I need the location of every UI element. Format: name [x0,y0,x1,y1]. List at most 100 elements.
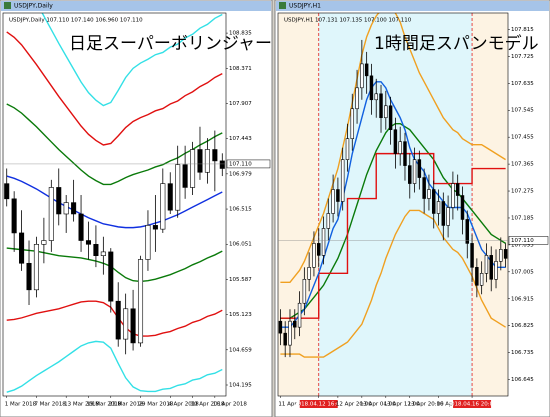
candle-body [388,105,393,130]
candle-body [19,232,25,264]
candle-body [489,255,493,280]
x-tick-label: 13 Apr 20:00 [408,402,444,408]
candle-body [403,141,407,166]
candle-body [331,189,335,214]
plot-background [3,13,226,396]
plot-frame [2,12,227,397]
x-tick-label: 1 Mar 2018 [5,402,37,408]
candle-body [465,219,470,244]
x-tick-label: 29 Mar 2018 [139,402,174,408]
candle-body [408,165,412,184]
window-title: USDJPY,Daily [14,3,53,10]
candle-body [499,249,503,262]
candle-body [384,105,388,119]
candle-body [190,149,196,188]
candle-body [293,320,297,328]
y-tick-label: 106.051 [229,242,252,248]
y-tick-label: 107.635 [511,81,534,87]
x-tick-label: 11 Apr 2018 [278,402,313,408]
y-tick-label: 107.185 [511,215,534,221]
y-tick-label: 107.545 [511,108,534,114]
candle-body [316,243,321,256]
chart-annotation: 1時間足スパンモデル [374,33,539,54]
candle-body [288,320,292,346]
candle-body [336,189,340,202]
y-tick-label: 104.659 [229,347,252,353]
candle-body [364,63,369,77]
candle-body [63,202,69,215]
candle-body [278,320,283,334]
y-tick-label: 107.815 [511,27,534,33]
y-tick-label: 106.915 [511,296,534,302]
x-tick-label: 13 Apr 12:00 [384,402,420,408]
indicator-line [41,13,223,107]
candle-body [307,267,311,280]
cursor-label-box [453,400,492,408]
y-tick-label: 106.515 [229,207,252,213]
candle-body [108,251,114,302]
chart-annotation: 日足スーパーボリンジャー [69,34,272,54]
candle-body [379,93,383,119]
candle-body [475,267,479,286]
x-tick-label: 19 Mar 2018 [86,402,121,408]
x-tick-label: 7 Mar 2018 [34,402,66,408]
candle-body [85,240,92,245]
candle-body [369,75,374,101]
candle-body [302,279,307,304]
candle-body [441,201,446,226]
indicator-line [6,103,223,186]
candle-body [312,243,316,268]
candle-body [33,244,39,291]
candle-body [436,201,441,214]
candle-body [167,183,173,211]
y-tick-label: 107.365 [511,162,534,168]
candle-body [422,177,426,199]
x-tick-label: 10 Apr 2018 [191,402,226,408]
candle-body [455,183,460,196]
candle-body [427,189,431,199]
candle-body [355,87,359,110]
x-tick-label: 2018.04.12 16:00 [294,402,344,408]
indicator-line [6,340,223,393]
candle-body [26,262,32,291]
x-tick-label: 13 Mar 2018 [64,402,99,408]
candle-body [393,129,398,154]
candle-body [494,261,498,280]
y-tick-label: 106.645 [511,377,534,383]
candle-body [137,259,144,344]
indicator-line [6,175,223,229]
y-tick-label: 106.735 [511,350,534,356]
window-title: USDJPY,H1 [289,3,321,10]
candle-body [212,149,218,162]
candle-body [345,138,350,160]
indicator-line [6,300,223,337]
candle-body [321,228,326,256]
candle-body [4,183,10,200]
candle-body [446,207,450,226]
y-tick-label: 107.455 [511,135,534,141]
cursor-label-box [299,400,338,408]
candle-body [412,159,417,184]
candle-body [123,308,129,340]
candle-body [360,63,364,89]
chart-info: USDJPY,Daily 107.110 107.140 106.960 107… [9,18,143,24]
y-tick-label: 106.825 [511,323,534,329]
y-tick-label: 107.725 [511,54,534,60]
candle-body [451,183,455,208]
candle-body [340,159,345,202]
candle-body [283,332,287,346]
candle-body [115,300,121,340]
candle-body [503,249,508,259]
y-tick-label: 105.587 [229,277,252,283]
candle-body [41,240,47,245]
candle-body [152,225,158,230]
candle-body [11,198,17,234]
candle-body [160,183,166,230]
indicator-line [280,81,506,328]
candle-body [130,308,136,344]
candle-body [145,225,151,260]
x-tick-label: 4 Apr 2018 [168,402,199,408]
candle-body [100,251,106,256]
candle-body [48,187,54,241]
